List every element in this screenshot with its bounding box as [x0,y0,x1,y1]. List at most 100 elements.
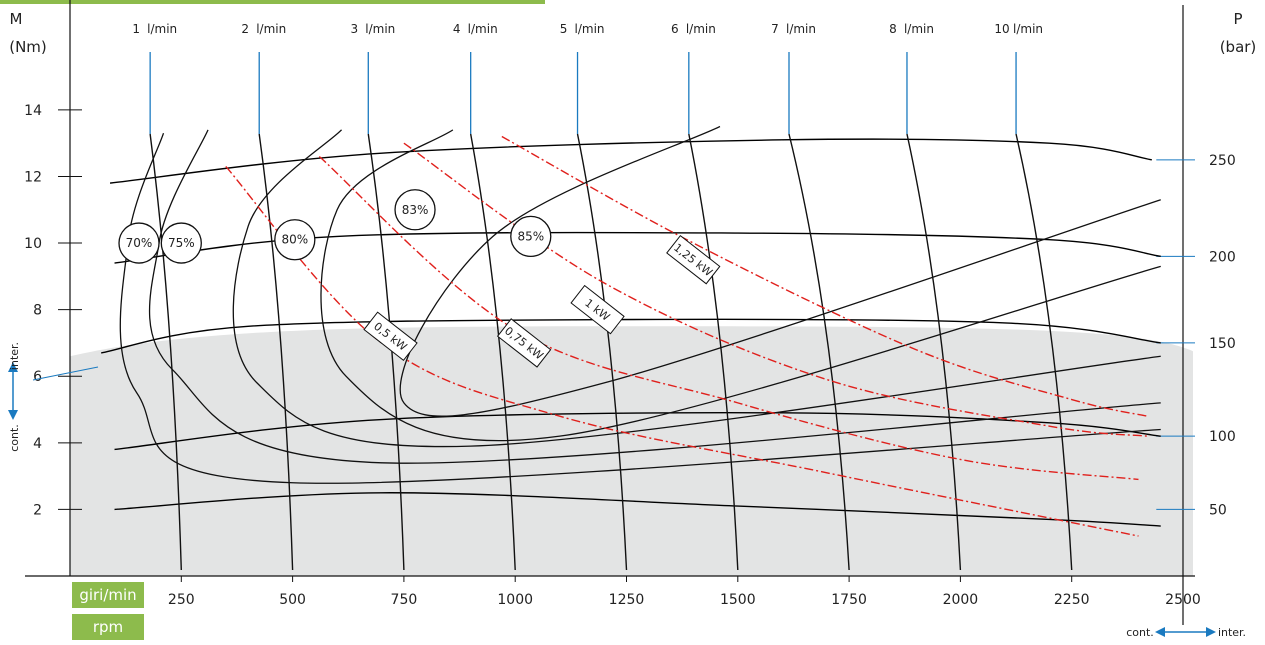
x-tick-label-7: 2000 [943,592,979,608]
x-tick-label-2: 750 [391,592,418,608]
y2-tick-label-2: 150 [1209,336,1236,352]
x-tick-label-3: 1000 [497,592,533,608]
flow-label-unit-7: l/min [904,22,934,36]
x-unit-badge-giri: giri/min [72,582,144,608]
power-curve-0 [225,166,1139,537]
flow-label-num-0: 1 [132,22,140,36]
flow-label-unit-8: l/min [1013,22,1043,36]
axes: 250 500 750 1000 1250 1500 1750 2000 2250 2500246… [8,0,1236,637]
cont-label: cont. [8,424,21,452]
flow-label-num-6: 7 [771,22,779,36]
flow-label-unit-3: l/min [468,22,498,36]
y-axis-title: M [10,10,23,28]
zone-pointer-line [32,366,99,381]
flow-label-unit-6: l/min [786,22,816,36]
power-label-1: 0,75 kW [496,318,552,368]
x-tick-label-4: 1250 [609,592,645,608]
x-tick-label-1: 500 [279,592,306,608]
flow-curve-5 [688,133,739,571]
flow-curve-6 [788,133,850,571]
y2-axis-title: P [1233,10,1242,28]
flow-label-num-5: 6 [671,22,679,36]
efficiency-label-4: 85% [517,229,544,243]
y-tick-label-1: 4 [33,436,42,452]
arrow-left-head [1155,627,1165,637]
top-accent-bar [0,0,545,4]
y-tick-label-0: 2 [33,502,42,518]
y2-axis-unit: (bar) [1220,38,1257,56]
flow-label-group-7: 8 l/min [889,22,934,36]
inter-bottom-label: inter. [1218,626,1246,639]
x-tick-label-9: 2500 [1165,592,1201,608]
y-tick-label-4: 10 [24,236,42,252]
flow-label-num-4: 5 [560,22,568,36]
flow-label-group-5: 6 l/min [671,22,716,36]
efficiency-circle-0 [118,222,160,264]
flow-label-group-3: 4 l/min [453,22,498,36]
efficiency-label-3: 83% [402,203,429,217]
y2-tick-label-1: 100 [1209,429,1236,445]
efficiency-contour-2 [232,129,1161,448]
x-unit-badge-rpm: rpm [72,614,144,640]
flow-label-group-1: 2 l/min [241,22,286,36]
y-tick-label-3: 8 [33,303,42,319]
pressure-curve-0 [114,492,1161,527]
flow-label-unit-1: l/min [256,22,286,36]
flow-label-unit-2: l/min [365,22,395,36]
flow-curve-8 [1015,133,1073,571]
flow-label-num-2: 3 [350,22,358,36]
flow-label-unit-0: l/min [147,22,177,36]
flow-label-unit-5: l/min [686,22,716,36]
efficiency-label-0: 70% [126,236,153,250]
power-label-box-0 [363,311,418,362]
power-label-3: 1,25 kW [666,234,721,285]
efficiency-circle-2 [274,219,316,261]
efficiency-circle-3 [394,189,436,231]
flow-label-num-1: 2 [241,22,249,36]
arrow-right-head [1206,627,1216,637]
flow-label-num-7: 8 [889,22,897,36]
flow-curve-1 [258,133,294,571]
y2-tick-label-0: 50 [1209,502,1227,518]
y2-tick-label-3: 200 [1209,249,1236,265]
pressure-curve-4 [109,138,1152,184]
power-label-box-1 [496,318,552,368]
y-axis-unit: (Nm) [9,38,47,56]
flow-label-group-4: 5 l/min [560,22,605,36]
y-tick-label-6: 14 [24,103,42,119]
y-tick-label-2: 6 [33,369,42,385]
axis-labels: M (Nm) P (bar) inter. cont. cont. inter. [8,10,1256,639]
cont-bottom-label: cont. [1126,626,1154,639]
efficiency-label-1: 75% [168,236,195,250]
efficiency-contour-4 [399,125,1161,417]
x-tick-label-8: 2250 [1054,592,1090,608]
pressure-curve-1 [114,412,1161,451]
flow-curve-7 [906,133,962,571]
y2-tick-label-4: 250 [1209,153,1236,169]
power-curves: 0,5 kW 0,75 kW1 kW1,25 kW [225,135,1148,537]
power-curve-3 [501,135,1148,417]
pressure-curves [101,125,1161,527]
x-tick-label-0: 250 [168,592,195,608]
flow-label-num-8: 10 [994,22,1009,36]
x-tick-label-5: 1500 [720,592,756,608]
flow-curve-0 [149,133,182,571]
power-label-box-3 [666,234,721,285]
x-tick-label-6: 1750 [831,592,867,608]
efficiency-labels: 70% 75% 80% 83% 85% [118,189,552,264]
pressure-curve-3 [114,231,1161,264]
flow-label-group-6: 7 l/min [771,22,816,36]
power-curve-1 [318,155,1139,481]
y-tick-label-5: 12 [24,169,42,185]
flow-label-group-0: 1 l/min [132,22,177,36]
efficiency-label-2: 80% [281,233,308,247]
arrow-down-head [8,410,18,420]
efficiency-circle-4 [510,215,552,258]
arrow-up-head [8,362,18,372]
flow-label-group-2: 3 l/min [350,22,395,36]
flow-label-group-8: 10 l/min [994,22,1043,36]
inter-label: inter. [8,342,21,370]
power-label-box-2 [570,284,625,335]
efficiency-circle-1 [160,222,202,264]
